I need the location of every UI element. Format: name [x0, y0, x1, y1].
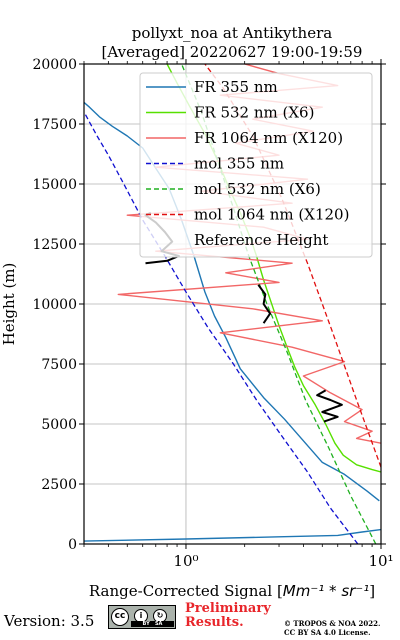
series-line-9 — [316, 389, 343, 423]
cc-badge-strip: BY SA — [131, 621, 174, 627]
x-axis-label: Range-Corrected Signal [Mm⁻¹ * sr⁻¹] — [89, 582, 375, 600]
y-tick-label-2: 5000 — [41, 417, 77, 433]
legend-box — [139, 72, 373, 258]
copyright-notice: © TROPOS & NOA 2022. CC BY SA 4.0 Licens… — [284, 619, 381, 637]
x-tick-label-1: 10¹ — [368, 552, 393, 570]
legend-label-2: FR 1064 nm (X120) — [194, 129, 343, 147]
y-tick-label-5: 12500 — [32, 237, 77, 253]
series-line-0 — [84, 528, 381, 542]
y-tick-label-7: 17500 — [32, 117, 77, 133]
lidar-profile-chart: 0 2500 5000 7500 10000 12500 15000 17500 20000 10… — [0, 24, 394, 600]
y-tick-label-1: 2500 — [41, 477, 77, 493]
legend-label-3: mol 355 nm — [194, 155, 284, 173]
chart-title-line-1: [Averaged] 20220627 19:00-19:59 — [102, 43, 363, 61]
y-tick-label-3: 7500 — [41, 357, 77, 373]
legend-label-6: Reference Height — [194, 231, 328, 249]
x-tick-label-0: 10⁰ — [173, 552, 198, 570]
series-line-1 — [84, 101, 380, 502]
y-tick-label-8: 20000 — [32, 57, 77, 73]
legend-label-4: mol 532 nm (X6) — [194, 180, 321, 198]
y-tick-label-4: 10000 — [32, 297, 77, 313]
chart-title-line-0: pollyxt_noa at Antikythera — [132, 24, 332, 42]
series-line-4 — [84, 111, 359, 544]
series-line-8 — [257, 284, 272, 324]
y-tick-label-0: 0 — [68, 537, 77, 553]
legend-label-0: FR 355 nm — [194, 78, 278, 96]
cc-license-badge: cc i ↻ BY SA — [108, 605, 176, 629]
legend-label-1: FR 532 nm (X6) — [194, 104, 314, 122]
y-tick-label-6: 15000 — [32, 177, 77, 193]
preliminary-notice: Preliminary Results. — [185, 601, 271, 630]
legend-label-5: mol 1064 nm (X120) — [194, 206, 349, 224]
y-axis-label: Height (m) — [0, 263, 18, 346]
version-label: Version: 3.5 — [4, 612, 95, 630]
cc-icon: cc — [111, 608, 129, 626]
